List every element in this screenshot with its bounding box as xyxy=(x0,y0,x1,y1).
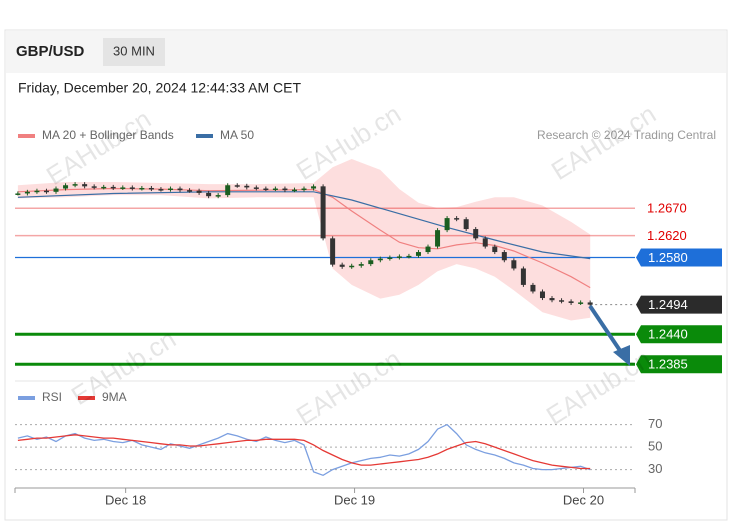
candle xyxy=(272,188,278,191)
candle xyxy=(148,187,154,190)
candle xyxy=(234,185,240,187)
candle xyxy=(330,238,336,265)
candle xyxy=(282,188,288,191)
level-label: 1.2440 xyxy=(648,327,688,342)
candle xyxy=(196,190,202,193)
timeframe-button[interactable] xyxy=(103,38,165,66)
x-tick-label: Dec 18 xyxy=(105,492,146,507)
candle xyxy=(158,189,164,191)
candle xyxy=(463,219,469,230)
candle xyxy=(320,186,326,239)
candle xyxy=(492,246,498,253)
plot: MA 20 + Bollinger Bands MA 50 1.2670 1.2620… xyxy=(14,128,722,507)
candle xyxy=(43,190,49,193)
candle xyxy=(473,229,479,239)
timeframe[interactable]: 30 MIN xyxy=(113,43,155,58)
candle xyxy=(406,255,412,258)
candle xyxy=(454,218,460,220)
candle xyxy=(91,186,97,188)
candle xyxy=(549,298,555,301)
candle xyxy=(368,260,374,265)
candle xyxy=(349,265,355,268)
candle xyxy=(387,257,393,260)
candle xyxy=(53,188,59,192)
candle xyxy=(396,256,402,258)
level-label: 1.2494 xyxy=(648,297,688,312)
candle xyxy=(530,284,536,292)
candle xyxy=(177,188,183,191)
y-tick-label: 50 xyxy=(648,439,662,454)
candle xyxy=(15,193,21,195)
candle xyxy=(24,191,30,194)
candle xyxy=(444,218,450,231)
y-tick-label: 30 xyxy=(648,461,662,476)
candle xyxy=(568,301,574,303)
candle xyxy=(291,189,297,192)
candle xyxy=(139,187,145,190)
level-tag xyxy=(636,355,722,374)
indicator-line xyxy=(17,423,591,477)
level-tag xyxy=(636,325,722,344)
candle xyxy=(253,187,259,189)
x-tick-label: Dec 19 xyxy=(334,492,375,507)
timestamp: Friday, December 20, 2024 12:44:33 AM CE… xyxy=(18,80,301,96)
y-tick-label: 70 xyxy=(648,416,662,431)
candle xyxy=(425,246,431,253)
candle xyxy=(587,302,593,305)
candle xyxy=(377,258,383,261)
indicator-line xyxy=(17,434,591,470)
candle xyxy=(482,238,488,247)
legend-label: MA 20 + Bollinger Bands xyxy=(42,128,174,142)
candle xyxy=(215,195,221,197)
candle xyxy=(206,192,212,197)
candle xyxy=(225,185,231,196)
candle xyxy=(101,186,107,189)
legend-label: MA 50 xyxy=(220,128,254,142)
x-tick-label: Dec 20 xyxy=(563,492,604,507)
candle xyxy=(301,188,307,191)
level-label: 1.2670 xyxy=(647,201,687,216)
level-label: 1.2385 xyxy=(648,357,688,372)
candle xyxy=(339,264,345,267)
candle xyxy=(559,300,565,302)
level-tag xyxy=(636,295,722,314)
forecast-arrow xyxy=(588,304,630,366)
candle xyxy=(120,187,126,189)
level-tag xyxy=(636,248,722,267)
candle xyxy=(311,186,317,189)
candle xyxy=(511,260,517,269)
candle xyxy=(244,185,250,188)
candle xyxy=(435,230,441,247)
candle xyxy=(539,291,545,299)
legend-label: RSI xyxy=(42,390,62,404)
copyright: Research © 2024 Trading Central xyxy=(537,128,716,142)
candle xyxy=(187,190,193,192)
candle xyxy=(63,185,69,189)
level-label: 1.2620 xyxy=(647,228,687,243)
candle xyxy=(578,302,584,304)
candle xyxy=(72,184,78,186)
candle xyxy=(358,264,364,266)
level-label: 1.2580 xyxy=(648,250,688,265)
candle xyxy=(129,187,135,189)
candle xyxy=(110,186,116,189)
candle xyxy=(415,252,421,256)
candle xyxy=(167,188,173,191)
candle xyxy=(501,252,507,261)
candle xyxy=(520,268,526,285)
legend-label: 9MA xyxy=(102,390,127,404)
candle xyxy=(82,184,88,187)
moving-average xyxy=(17,191,591,260)
candle xyxy=(34,190,40,193)
symbol: GBP/USD xyxy=(16,43,85,60)
candle xyxy=(263,188,269,191)
